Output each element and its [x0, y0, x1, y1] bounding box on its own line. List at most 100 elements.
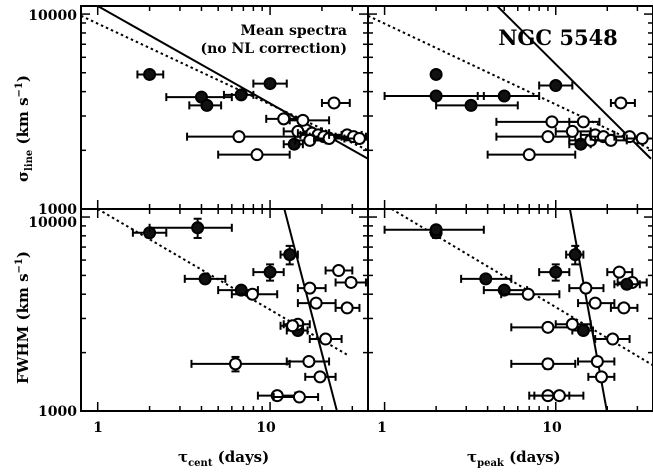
y-tick-label-10000-top: 10000 — [28, 8, 77, 24]
open-data-point — [186, 130, 297, 144]
filled-data-point — [460, 272, 513, 286]
filled-data-point — [538, 79, 574, 93]
open-data-point — [609, 96, 636, 110]
annotation-no-nl-correction: (no NL correction) — [200, 41, 347, 57]
filled-marker — [263, 77, 277, 91]
x-tick-label-1-right: 1 — [377, 420, 387, 436]
open-marker — [340, 301, 354, 315]
filled-marker — [576, 324, 590, 338]
open-marker — [344, 275, 358, 289]
filled-data-point — [165, 90, 233, 104]
filled-marker — [497, 89, 511, 103]
open-data-point — [285, 354, 331, 368]
filled-marker — [191, 221, 205, 235]
open-data-point — [256, 389, 297, 403]
open-marker — [612, 265, 626, 279]
filled-marker — [429, 89, 443, 103]
y-label-top-symbol: σ — [14, 171, 32, 182]
open-data-point — [495, 115, 582, 129]
open-data-point — [217, 148, 291, 162]
filled-marker — [234, 283, 248, 297]
data-points-bottom-left — [131, 217, 367, 404]
dotted-fit-line — [97, 209, 348, 356]
open-marker — [277, 112, 291, 126]
dotted-fit-line — [81, 14, 368, 152]
open-marker — [245, 287, 259, 301]
open-data-point — [334, 301, 361, 315]
filled-marker — [620, 277, 634, 291]
y-axis-label-top: σline (km s−1) — [14, 75, 35, 182]
open-marker — [552, 389, 566, 403]
open-data-point — [296, 296, 337, 310]
open-marker — [594, 370, 608, 384]
x-label-right-units: (days) — [504, 448, 561, 466]
x-axis-label-right: τpeak (days) — [467, 448, 561, 469]
x-label-left-symbol: τ — [178, 448, 188, 466]
open-marker — [565, 317, 579, 331]
open-data-point — [533, 389, 585, 403]
open-data-point — [308, 332, 343, 346]
open-marker — [327, 96, 341, 110]
open-marker — [623, 130, 637, 144]
x-label-left-units: (days) — [212, 448, 269, 466]
filled-marker — [549, 265, 563, 279]
y-tick-label-10000-bottom: 10000 — [28, 215, 77, 231]
x-tick-label-10-left: 10 — [256, 420, 276, 436]
open-data-point — [288, 113, 331, 127]
filled-marker — [568, 248, 582, 262]
open-marker — [250, 148, 264, 162]
open-marker — [302, 354, 316, 368]
open-data-point — [587, 370, 616, 384]
filled-marker — [429, 223, 443, 237]
filled-data-point — [252, 263, 285, 282]
filled-data-point — [222, 88, 255, 102]
open-data-point — [606, 265, 634, 279]
fit-lines-top-right — [368, 6, 653, 160]
open-marker — [522, 148, 536, 162]
open-marker — [309, 296, 323, 310]
open-data-point — [577, 296, 616, 310]
filled-data-point — [613, 277, 641, 291]
open-marker — [296, 113, 310, 127]
galaxy-label: NGC 5548 — [498, 25, 618, 50]
open-marker — [303, 133, 317, 147]
open-marker — [319, 332, 333, 346]
annotation-mean-spectra: Mean spectra — [240, 23, 347, 39]
open-data-point — [324, 264, 354, 278]
filled-data-point — [476, 89, 541, 103]
x-label-right-subscript: peak — [477, 458, 505, 469]
open-marker — [635, 131, 649, 145]
filled-marker — [263, 265, 277, 279]
panel-bottom-left-plot — [97, 209, 367, 411]
open-data-point — [279, 319, 304, 333]
open-marker — [352, 131, 366, 145]
y-axis-label-bottom: FWHM (km s−1) — [14, 251, 32, 384]
open-marker — [590, 354, 604, 368]
filled-data-point — [148, 217, 233, 239]
fit-lines-bottom-right — [391, 209, 653, 411]
fit-lines-bottom-left — [97, 209, 348, 411]
open-marker — [232, 130, 246, 144]
filled-data-point — [538, 263, 571, 282]
data-points-top-right — [383, 67, 653, 162]
solid-fit-line — [568, 209, 608, 411]
filled-data-point — [188, 98, 223, 112]
x-label-right-symbol: τ — [467, 448, 477, 466]
open-marker — [614, 96, 628, 110]
filled-data-point — [435, 98, 519, 112]
x-label-left-subscript: cent — [188, 458, 213, 469]
y-label-top-units: (km s — [14, 97, 32, 149]
open-marker — [292, 390, 306, 404]
open-data-point — [594, 332, 631, 346]
open-data-point — [320, 96, 351, 110]
solid-fit-line — [283, 209, 338, 411]
data-points-top-left — [136, 67, 368, 162]
open-data-point — [486, 148, 577, 162]
open-marker — [588, 296, 602, 310]
open-data-point — [568, 115, 601, 129]
filled-data-point — [282, 137, 304, 151]
panel-bottom-right-frame — [367, 208, 653, 412]
axis-ticks — [81, 6, 653, 412]
open-marker — [617, 301, 631, 315]
